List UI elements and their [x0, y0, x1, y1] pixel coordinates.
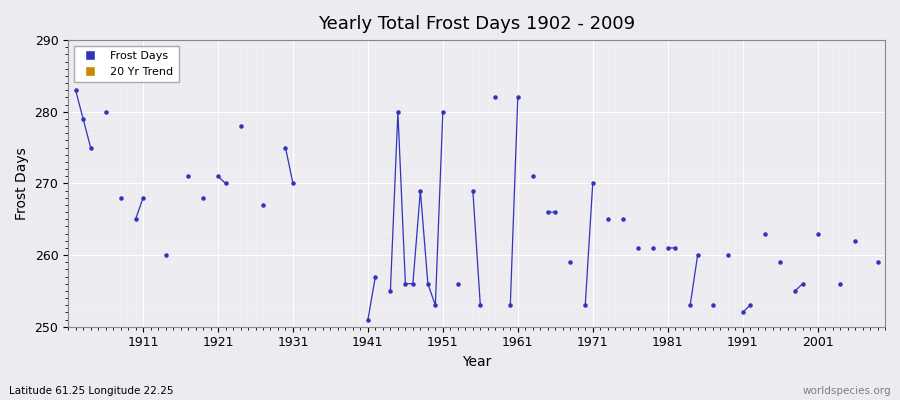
Point [84, 144, 98, 151]
Point [413, 187, 428, 194]
Point [548, 209, 562, 215]
Point [810, 230, 824, 237]
Point [219, 180, 233, 187]
Point [661, 245, 675, 251]
Point [578, 302, 592, 308]
Point [600, 216, 615, 222]
Point [98, 108, 112, 115]
Point [473, 302, 488, 308]
Point [233, 123, 248, 129]
Point [832, 280, 847, 287]
Point [286, 180, 301, 187]
Legend: Frost Days, 20 Yr Trend: Frost Days, 20 Yr Trend [74, 46, 179, 82]
Text: worldspecies.org: worldspecies.org [803, 386, 891, 396]
Point [586, 180, 600, 187]
Text: Latitude 61.25 Longitude 22.25: Latitude 61.25 Longitude 22.25 [9, 386, 174, 396]
Point [503, 302, 517, 308]
Point [406, 280, 420, 287]
Point [706, 302, 720, 308]
Point [256, 202, 270, 208]
Point [758, 230, 772, 237]
Point [278, 144, 293, 151]
Point [720, 252, 734, 258]
Point [158, 252, 173, 258]
Point [136, 194, 150, 201]
Point [690, 252, 705, 258]
Point [645, 245, 660, 251]
Point [196, 194, 211, 201]
X-axis label: Year: Year [462, 355, 491, 369]
Point [870, 259, 885, 266]
Point [420, 280, 435, 287]
Point [563, 259, 578, 266]
Point [113, 194, 128, 201]
Point [616, 216, 630, 222]
Point [451, 280, 465, 287]
Point [361, 316, 375, 323]
Point [68, 87, 83, 94]
Point [742, 302, 757, 308]
Point [541, 209, 555, 215]
Point [683, 302, 698, 308]
Point [848, 238, 862, 244]
Point [383, 288, 398, 294]
Y-axis label: Frost Days: Frost Days [15, 147, 29, 220]
Point [735, 309, 750, 316]
Point [788, 288, 802, 294]
Title: Yearly Total Frost Days 1902 - 2009: Yearly Total Frost Days 1902 - 2009 [318, 15, 635, 33]
Point [668, 245, 682, 251]
Point [773, 259, 788, 266]
Point [428, 302, 443, 308]
Point [631, 245, 645, 251]
Point [368, 273, 382, 280]
Point [488, 94, 502, 101]
Point [129, 216, 143, 222]
Point [398, 280, 412, 287]
Point [465, 187, 480, 194]
Point [211, 173, 225, 180]
Point [76, 116, 90, 122]
Point [510, 94, 525, 101]
Point [391, 108, 405, 115]
Point [526, 173, 540, 180]
Point [796, 280, 810, 287]
Point [181, 173, 195, 180]
Point [436, 108, 450, 115]
